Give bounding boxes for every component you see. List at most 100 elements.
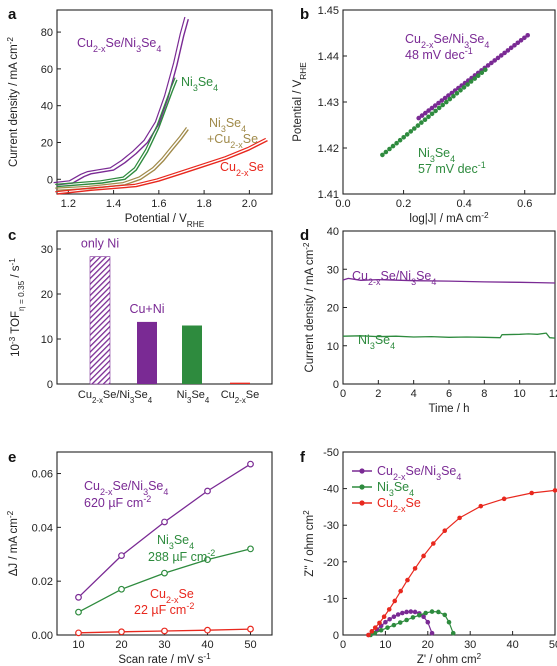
y-tick-label: 0 [47, 379, 53, 391]
panel-letter: f [300, 449, 306, 466]
bar-annotation: Cu+Ni [129, 302, 164, 316]
series-line-reverse [55, 137, 266, 193]
data-point [429, 609, 435, 614]
legend-entry: Cu2-xSe/Ni3Se4 [377, 464, 461, 482]
category-label: Cu2-xSe [221, 389, 260, 405]
series-label: Ni3Se4 [157, 533, 194, 551]
data-point [483, 67, 488, 73]
y-tick-label: 1.43 [318, 97, 339, 109]
capacitance-label: 22 µF cm-2 [134, 601, 194, 617]
data-point [412, 609, 418, 615]
x-tick-label: 0.6 [517, 198, 532, 210]
data-point [440, 102, 446, 108]
series-line-reverse [55, 127, 187, 189]
panel-letter: e [8, 449, 16, 466]
series-label: Cu2-xSe/Ni3Se4 [405, 32, 489, 50]
y-tick-label: 20 [327, 303, 339, 315]
y-tick-label: -40 [323, 484, 339, 496]
y-axis-label: Current density / mA cm-2 [302, 242, 317, 372]
data-point [380, 152, 385, 158]
data-point [118, 628, 125, 636]
y-tick-label: 0.04 [32, 522, 53, 534]
data-point [515, 40, 521, 46]
data-point [461, 85, 467, 90]
data-point [522, 35, 527, 41]
series-label-line2: +Cu2-xSe [207, 132, 258, 150]
data-point [508, 45, 514, 51]
x-tick-label: 4 [411, 388, 417, 400]
x-tick-label: 0.0 [335, 198, 350, 210]
bar [137, 321, 157, 384]
data-point [387, 616, 392, 622]
data-point [525, 33, 530, 38]
x-tick-label: 0 [340, 639, 346, 651]
data-point [442, 612, 448, 618]
data-point [431, 541, 436, 546]
data-point [404, 617, 409, 623]
category-label: Ni3Se4 [177, 389, 210, 405]
data-point [457, 515, 462, 521]
data-point [75, 608, 82, 616]
data-point [422, 117, 428, 122]
x-tick-label: 50 [244, 639, 256, 651]
y-tick-label: -50 [323, 447, 339, 459]
data-point [426, 114, 431, 120]
x-tick-label: 0.2 [396, 198, 411, 210]
data-point [444, 99, 449, 105]
x-tick-label: 40 [201, 639, 213, 651]
data-point [429, 111, 435, 117]
plot-frame [56, 9, 273, 195]
x-tick-label: 2.0 [242, 198, 257, 210]
series-label: Ni3Se4 [209, 116, 246, 134]
x-tick-label: 40 [506, 639, 518, 651]
data-point [436, 609, 441, 615]
data-point [204, 556, 211, 564]
data-point [419, 120, 424, 125]
data-point [392, 598, 398, 604]
data-point [75, 629, 82, 637]
data-point [472, 76, 478, 81]
y-tick-label: 0.00 [32, 630, 53, 642]
data-point [436, 100, 441, 106]
x-tick-label: 1.6 [151, 198, 166, 210]
bar-annotation: only Ni [81, 237, 119, 251]
data-point [502, 50, 507, 56]
series-label: Cu2-xSe [220, 160, 264, 178]
y-tick-label: 0.06 [32, 469, 53, 481]
data-point [75, 593, 82, 601]
y-tick-label: 40 [327, 226, 339, 238]
data-point [401, 135, 407, 140]
data-point [408, 129, 414, 134]
y-tick-label: 10 [327, 341, 339, 353]
slope-label: 48 mV dec-1 [405, 46, 473, 62]
data-point [161, 569, 168, 577]
series-line-reverse [55, 77, 176, 185]
panel-f: 0 10 20 30 40 50 0 -10 -20 -30 -40 -50 f Z'' / ohm cm… [300, 447, 557, 666]
data-point [552, 488, 557, 493]
series-line-reverse [53, 16, 186, 184]
y-tick-label: 60 [41, 64, 53, 76]
data-point [397, 620, 403, 625]
series-label: Cu2-xSe/Ni3Se4 [84, 479, 168, 497]
panel-letter: d [300, 227, 309, 244]
data-point [518, 38, 524, 43]
data-point [495, 55, 501, 61]
plot-frame [56, 230, 273, 385]
panel-e: 10 20 30 40 50 0.00 0.02 0.04 0.06 e ΔJ / mA cm-2 S… [6, 449, 273, 666]
data-point [442, 95, 448, 101]
x-tick-label: 6 [446, 388, 452, 400]
data-point [394, 140, 399, 146]
data-point [425, 619, 431, 625]
data-point [412, 566, 418, 571]
series-line [342, 332, 556, 339]
data-point [247, 460, 254, 468]
x-tick-label: 0 [340, 388, 346, 400]
x-tick-label: 10 [514, 388, 526, 400]
data-point [446, 93, 451, 98]
y-axis-label: Current density / mA cm-2 [6, 37, 21, 167]
data-point [492, 58, 498, 63]
data-point [161, 627, 168, 635]
legend-marker [359, 484, 365, 490]
data-point [468, 79, 474, 84]
y-tick-label: 20 [41, 137, 53, 149]
